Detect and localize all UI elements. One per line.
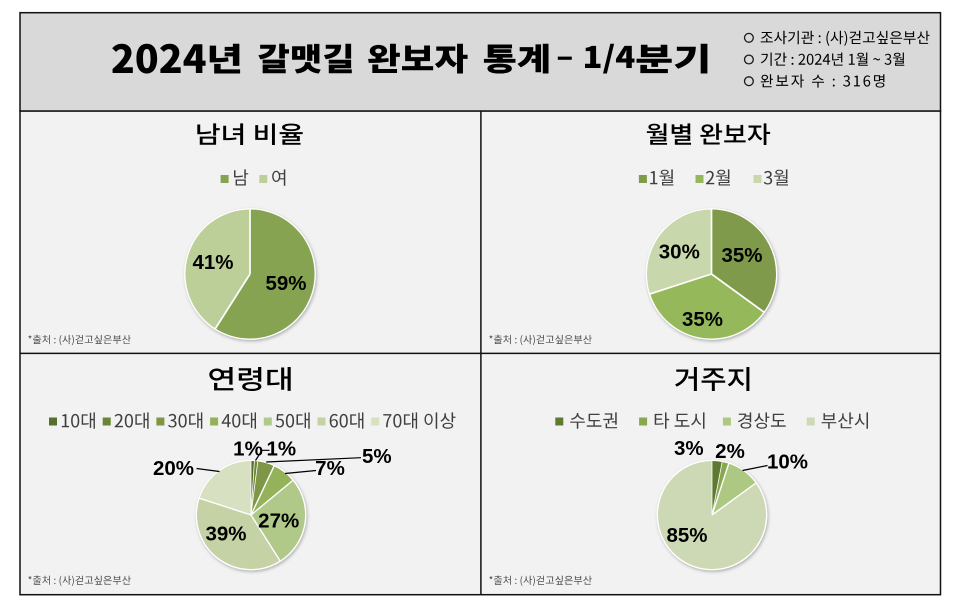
svg-text:85%: 85% <box>666 524 707 547</box>
svg-text:20%: 20% <box>153 457 194 480</box>
svg-text:35%: 35% <box>721 244 762 267</box>
svg-text:3%: 3% <box>674 437 704 460</box>
svg-text:5%: 5% <box>362 445 392 468</box>
svg-text:39%: 39% <box>205 523 246 546</box>
svg-text:41%: 41% <box>192 251 233 274</box>
svg-text:7%: 7% <box>315 457 345 480</box>
svg-text:1%: 1% <box>233 437 263 460</box>
svg-text:59%: 59% <box>265 272 306 295</box>
svg-text:27%: 27% <box>258 510 299 533</box>
svg-text:35%: 35% <box>682 308 723 331</box>
svg-text:10%: 10% <box>767 451 808 474</box>
svg-text:30%: 30% <box>659 241 700 264</box>
svg-text:1%: 1% <box>266 437 296 460</box>
svg-text:2%: 2% <box>715 440 745 463</box>
